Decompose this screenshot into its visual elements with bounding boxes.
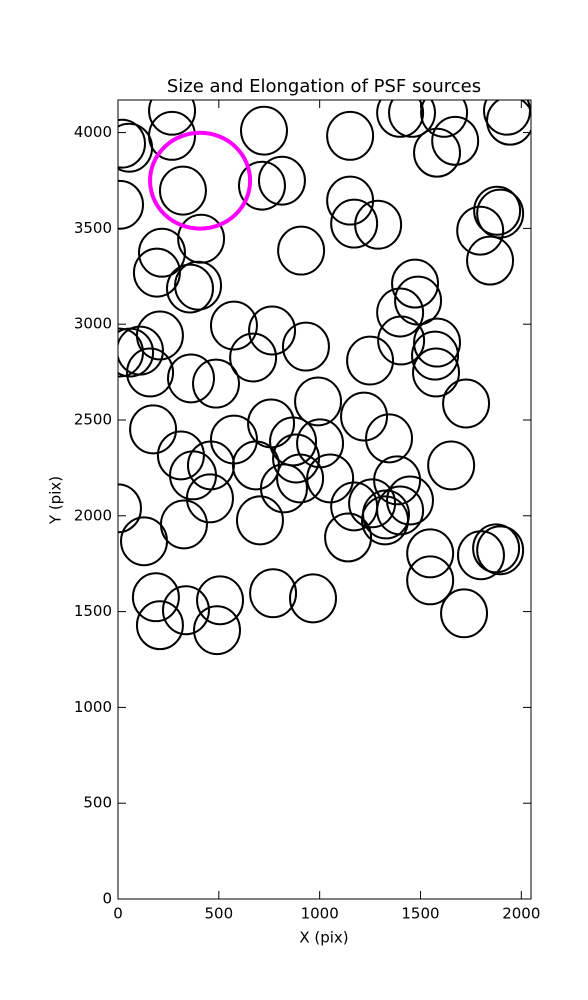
y-tick-label: 2000 [74,506,112,524]
psf-ellipse [411,330,459,381]
psf-ellipse [257,155,306,206]
psf-ellipse [377,315,426,366]
psf-ellipse [167,353,215,404]
psf-ellipse [120,516,169,567]
x-tick-label: 1000 [301,905,339,923]
psf-ellipse [148,110,197,161]
psf-ellipse [413,127,462,178]
psf-ellipse [161,585,210,636]
y-axis-label: Y (pix) [47,476,65,525]
psf-ellipse [361,495,409,546]
psf-ellipse [427,440,476,491]
psf-ellipse [192,358,240,409]
psf-ellipse [240,105,288,156]
psf-ellipse [209,300,258,351]
psf-ellipse [148,130,253,231]
psf-ellipse [235,495,284,546]
psf-ellipse [294,376,343,427]
x-axis-label: X (pix) [299,929,348,947]
psf-ellipse [388,100,437,138]
psf-ellipse [174,260,223,311]
psf-ellipse [281,321,330,372]
psf-ellipse [296,418,345,469]
psf-ellipse [406,555,455,606]
y-tick-label: 1000 [74,698,112,716]
psf-ellipse [118,327,155,378]
psf-ellipse [346,335,395,386]
psf-ellipse [158,165,207,216]
psf-ellipse [229,332,278,383]
psf-ellipse [476,188,525,239]
psf-ellipse [440,588,489,639]
y-tick-label: 1500 [74,602,112,620]
psf-ellipse [248,305,297,356]
psf-ellipse [420,100,469,138]
psf-ellipse [376,287,425,338]
psf-ellipse [148,100,197,136]
y-tick-label: 0 [102,890,112,908]
y-tick-label: 4000 [74,123,112,141]
y-tick-label: 3500 [74,219,112,237]
psf-ellipse [289,573,337,624]
psf-ellipse [196,575,245,626]
psf-ellipse [486,100,531,146]
psf-ellipse [209,414,258,465]
psf-ellipse [472,523,521,574]
psf-ellipse [118,118,147,169]
x-tick-label: 2000 [502,905,540,923]
psf-ellipse [330,481,379,532]
psf-ellipse [137,227,186,278]
chart-title: Size and Elongation of PSF sources [167,76,481,97]
plot-area [118,100,531,656]
psf-ellipse [118,483,142,534]
psf-ellipse [166,263,214,314]
psf-ellipse [118,327,144,378]
y-tick-label: 500 [83,794,112,812]
psf-ellipse [249,568,298,619]
axes-frame [117,99,532,900]
psf-ellipse [135,600,184,651]
psf-ellipse [259,463,308,514]
psf-ellipse [348,478,397,529]
psf-ellipse [193,605,242,656]
psf-ellipse [129,404,178,455]
psf-ellipse [126,347,175,398]
x-tick-label: 500 [205,905,234,923]
x-tick-label: 0 [113,905,123,923]
psf-ellipse [330,198,379,249]
psf-ellipse [473,185,522,236]
x-tick-label: 1500 [401,905,439,923]
psf-ellipse [442,378,491,429]
psf-ellipse [306,453,355,504]
psf-ellipse [277,225,326,276]
psf-ellipse [413,317,462,368]
psf-ellipse [406,528,455,579]
psf-ellipse [466,235,515,286]
psf-ellipse [131,572,180,623]
psf-ellipse [386,475,434,526]
psf-ellipse [354,199,403,250]
psf-ellipse [326,110,375,161]
psf-ellipse [431,115,480,166]
psf-ellipse [185,473,234,524]
psf-ellipse [156,430,205,481]
psf-ellipse [340,391,389,442]
y-tick-label: 2500 [74,410,112,428]
psf-ellipse [476,525,525,576]
psf-ellipse [365,413,414,464]
psf-ellipse [391,258,440,309]
psf-ellipse [376,100,425,138]
psf-ellipse [237,160,286,211]
psf-ellipse [324,512,373,563]
psf-ellipse [412,347,461,398]
psf-ellipse [456,205,505,256]
y-tick-label: 3000 [74,315,112,333]
